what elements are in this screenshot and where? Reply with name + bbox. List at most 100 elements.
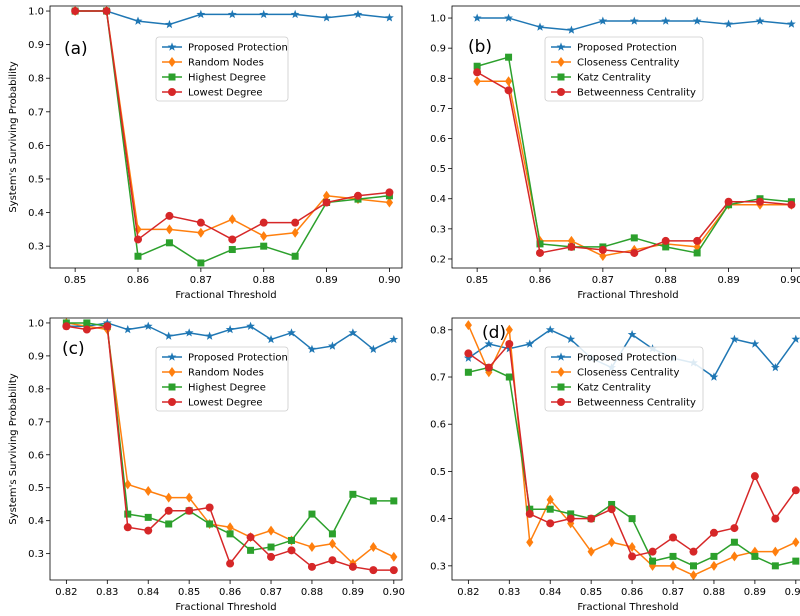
legend-marker <box>168 367 176 377</box>
data-point <box>228 214 236 225</box>
data-point <box>134 235 142 244</box>
y-tick-label: 0.8 <box>28 384 44 395</box>
legend-entry-s3: Katz Centrality <box>551 383 651 394</box>
legend-label: Proposed Protection <box>577 353 677 364</box>
data-point <box>185 506 194 515</box>
data-point <box>328 530 336 538</box>
data-point <box>226 522 234 533</box>
y-tick-label: 0.8 <box>430 74 446 85</box>
legend-entry-s2: Closeness Centrality <box>551 57 679 69</box>
data-point <box>649 557 657 565</box>
data-point <box>308 510 316 518</box>
data-point <box>82 325 91 334</box>
data-point <box>504 86 513 95</box>
data-point <box>627 329 637 339</box>
legend-label: Highest Degree <box>188 73 266 84</box>
data-point <box>504 13 513 22</box>
legend-marker <box>557 73 565 81</box>
data-point <box>385 197 394 208</box>
y-tick-label: 0.9 <box>28 40 44 51</box>
data-point <box>750 472 759 481</box>
y-tick-label: 0.7 <box>430 104 446 115</box>
legend-marker <box>557 367 565 377</box>
data-point <box>505 373 513 381</box>
data-point <box>369 566 378 575</box>
data-point <box>464 368 472 376</box>
plot-area <box>464 320 800 580</box>
x-tick-label: 0.88 <box>253 275 275 286</box>
data-point <box>246 533 255 542</box>
data-point <box>525 509 534 518</box>
data-point <box>689 562 697 570</box>
y-tick-label: 0.5 <box>28 174 44 185</box>
data-point <box>197 227 205 238</box>
legend-label: Closeness Centrality <box>577 58 679 69</box>
data-point <box>692 16 702 25</box>
data-point <box>525 339 535 348</box>
data-point <box>328 341 337 350</box>
data-point <box>196 9 206 19</box>
data-point <box>546 505 554 513</box>
plot-frame <box>451 317 800 581</box>
legend-label: Katz Centrality <box>577 383 651 394</box>
legend-entry-proposed: Proposed Protection <box>551 352 677 364</box>
data-point <box>545 325 555 334</box>
chart-panel-1: 0.85 0.86 0.87 0.88 0.89 0.90 0.3 0.4 0.5 0.6 0.7 0… <box>8 5 403 301</box>
data-point <box>267 552 276 561</box>
legend-entry-s3: Katz Centrality <box>551 73 651 84</box>
y-axis-label: System's Surviving Probability <box>8 61 19 212</box>
x-tick-label: 0.90 <box>780 275 800 286</box>
data-point <box>472 13 482 22</box>
data-point <box>164 506 173 515</box>
data-point <box>587 546 595 557</box>
x-tick-label: 0.86 <box>219 587 241 598</box>
legend: Proposed Protection Random Nodes Highest D… <box>155 346 289 412</box>
data-point <box>464 320 472 331</box>
data-point <box>792 537 800 548</box>
data-point <box>164 331 174 340</box>
data-point <box>133 16 143 25</box>
x-tick-label: 0.85 <box>178 587 200 598</box>
legend-label: Random Nodes <box>188 58 264 69</box>
data-point <box>134 252 142 260</box>
x-tick-label: 0.89 <box>744 587 766 598</box>
data-point <box>205 503 214 512</box>
x-tick-label: 0.85 <box>466 275 488 286</box>
data-point <box>197 259 205 267</box>
x-tick-label: 0.88 <box>301 587 323 598</box>
data-point <box>267 525 275 536</box>
data-point <box>266 334 276 344</box>
data-point <box>750 339 760 348</box>
y-tick-label: 0.3 <box>430 224 446 235</box>
y-tick-label: 0.7 <box>28 417 44 428</box>
data-point <box>226 559 235 568</box>
legend-entry-s3: Highest Degree <box>162 383 266 394</box>
data-point <box>473 68 482 77</box>
legend-label: Katz Centrality <box>577 73 651 84</box>
x-axis-label: Fractional Threshold <box>175 290 276 301</box>
y-tick-label: 0.5 <box>430 164 446 175</box>
data-point <box>771 514 780 523</box>
y-tick-label: 1.0 <box>28 318 44 329</box>
y-tick-label: 0.5 <box>28 483 44 494</box>
data-point <box>291 218 300 227</box>
legend: Proposed Protection Random Nodes Highest D… <box>155 36 289 102</box>
data-point <box>390 497 398 505</box>
y-tick-label: 1.0 <box>430 14 446 25</box>
data-point <box>260 242 268 250</box>
plot-area <box>472 13 796 261</box>
data-point <box>123 523 132 532</box>
series-proposed <box>70 6 394 29</box>
series-proposed <box>62 318 399 354</box>
legend-marker <box>557 57 565 67</box>
legend-box <box>544 346 704 412</box>
x-tick-label: 0.88 <box>655 275 677 286</box>
y-tick-label: 0.6 <box>430 134 446 145</box>
chart-panel-2: 0.85 0.86 0.87 0.88 0.89 0.90 0.2 0.3 0.4 0.5 0.6 0… <box>430 5 800 301</box>
data-point <box>628 515 636 523</box>
x-tick-label: 0.89 <box>342 587 364 598</box>
series-s2 <box>473 76 796 261</box>
data-point <box>267 543 275 551</box>
data-point <box>368 344 378 354</box>
data-point <box>389 334 399 344</box>
